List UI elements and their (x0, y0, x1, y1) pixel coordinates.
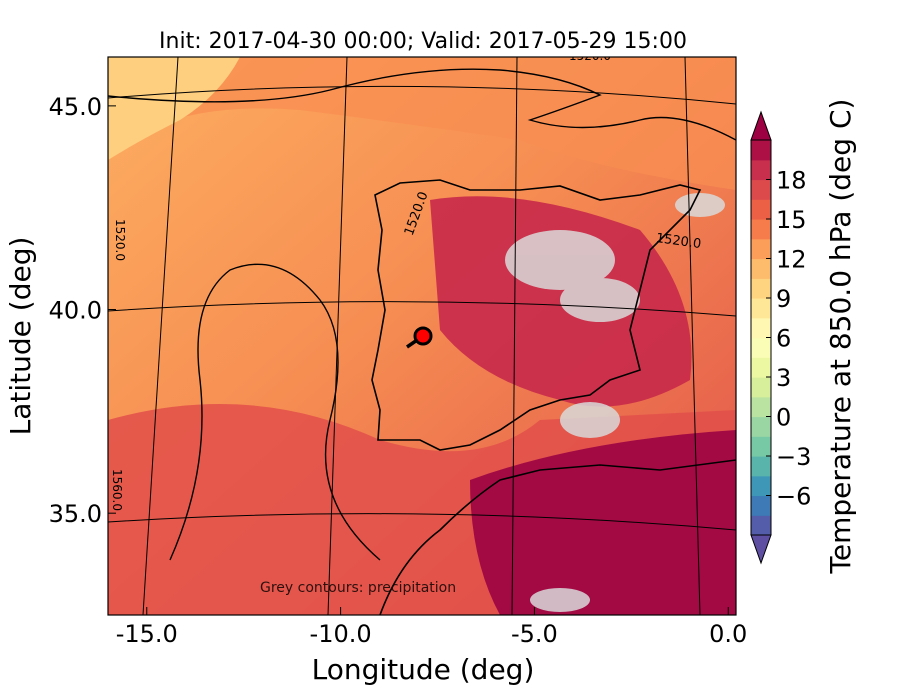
colorbar-segment (751, 357, 771, 378)
colorbar-tick-label: 0 (776, 404, 791, 432)
x-tick-label: 0.0 (709, 620, 747, 648)
colorbar-tick-label: 9 (776, 285, 791, 313)
colorbar-segment (751, 140, 771, 161)
longitude-line-0 (684, 57, 701, 615)
colorbar-segment (751, 377, 771, 398)
longitude-line-5 (511, 57, 518, 615)
coastline (371, 179, 702, 451)
latitude-line-40 (108, 301, 736, 317)
colorbar-tick-label: 12 (776, 246, 807, 274)
y-axis: 35.0 40.0 45.0 (49, 93, 116, 528)
colorbar-tick-label: 3 (776, 364, 791, 392)
colorbar-segment (751, 396, 771, 418)
colorbar-segment (751, 219, 771, 240)
colorbar-extend-min (750, 534, 772, 565)
colorbar-segment (751, 337, 771, 358)
temperature-warm-north-band (108, 57, 736, 190)
coastline-africa (379, 459, 736, 615)
x-tick-label: -10.0 (310, 620, 372, 648)
precipitation-patches (505, 193, 725, 612)
x-axis: -15.0 -10.0 -5.0 0.0 (116, 607, 747, 648)
colorbar-segment (751, 317, 771, 339)
colorbar-label: Temperature at 850.0 hPa (deg C) (824, 99, 857, 575)
x-tick-label: -5.0 (511, 620, 558, 648)
colorbar-segment (751, 436, 771, 457)
geopotential-contour-2 (169, 263, 381, 561)
longitude-line-10 (327, 57, 348, 615)
x-tick-label: -15.0 (116, 620, 178, 648)
colorbar-segment (751, 238, 771, 260)
colorbar-tick-label: 6 (776, 325, 791, 353)
x-axis-label: Longitude (deg) (312, 653, 535, 686)
colorbar-tick-label: −6 (776, 483, 811, 511)
colorbar-segment (751, 475, 771, 497)
contour-label-1: 1520.0 (569, 49, 611, 63)
colorbar-segment (751, 159, 771, 181)
map-plot-area: 1520.0 1520.0 1520.0 1520.0 1560.0 Grey … (108, 49, 736, 615)
y-axis-label: Latitude (deg) (4, 237, 37, 436)
y-tick-label: 40.0 (49, 297, 102, 325)
latitude-line-35 (108, 513, 736, 531)
temperature-cool-northwest (108, 57, 240, 160)
colorbar-segment (751, 298, 771, 319)
colorbar-segment (751, 416, 771, 437)
longitude-line-15 (142, 57, 179, 615)
colorbar: −6 −3 0 3 6 9 12 15 18 (750, 110, 811, 565)
colorbar-segment (751, 258, 771, 279)
chart-title: Init: 2017-04-30 00:00; Valid: 2017-05-2… (159, 29, 687, 54)
temperature-hot-south (470, 430, 736, 615)
latitude-line-45 (108, 85, 736, 105)
colorbar-segment (751, 179, 771, 200)
colorbar-segment (751, 495, 771, 516)
y-tick-label: 45.0 (49, 93, 102, 121)
location-marker (413, 326, 433, 346)
colorbar-tick-label: 18 (776, 167, 807, 195)
colorbar-tick-label: 15 (776, 206, 807, 234)
contour-label-5: 1560.0 (110, 469, 124, 511)
colorbar-extend-max (750, 110, 772, 141)
plot-frame (107, 56, 737, 616)
y-tick-label: 35.0 (49, 500, 102, 528)
colorbar-segment (751, 515, 771, 536)
contour-label-3: 1520.0 (655, 231, 702, 252)
colorbar-segment (751, 278, 771, 299)
colorbar-segment (751, 456, 771, 477)
precipitation-annotation: Grey contours: precipitation (260, 580, 456, 596)
contour-label-4: 1520.0 (113, 219, 127, 261)
colorbar-tick-label: −3 (776, 443, 811, 471)
geopotential-contour (108, 68, 736, 141)
colorbar-segment (751, 199, 771, 220)
graticule (108, 57, 736, 615)
